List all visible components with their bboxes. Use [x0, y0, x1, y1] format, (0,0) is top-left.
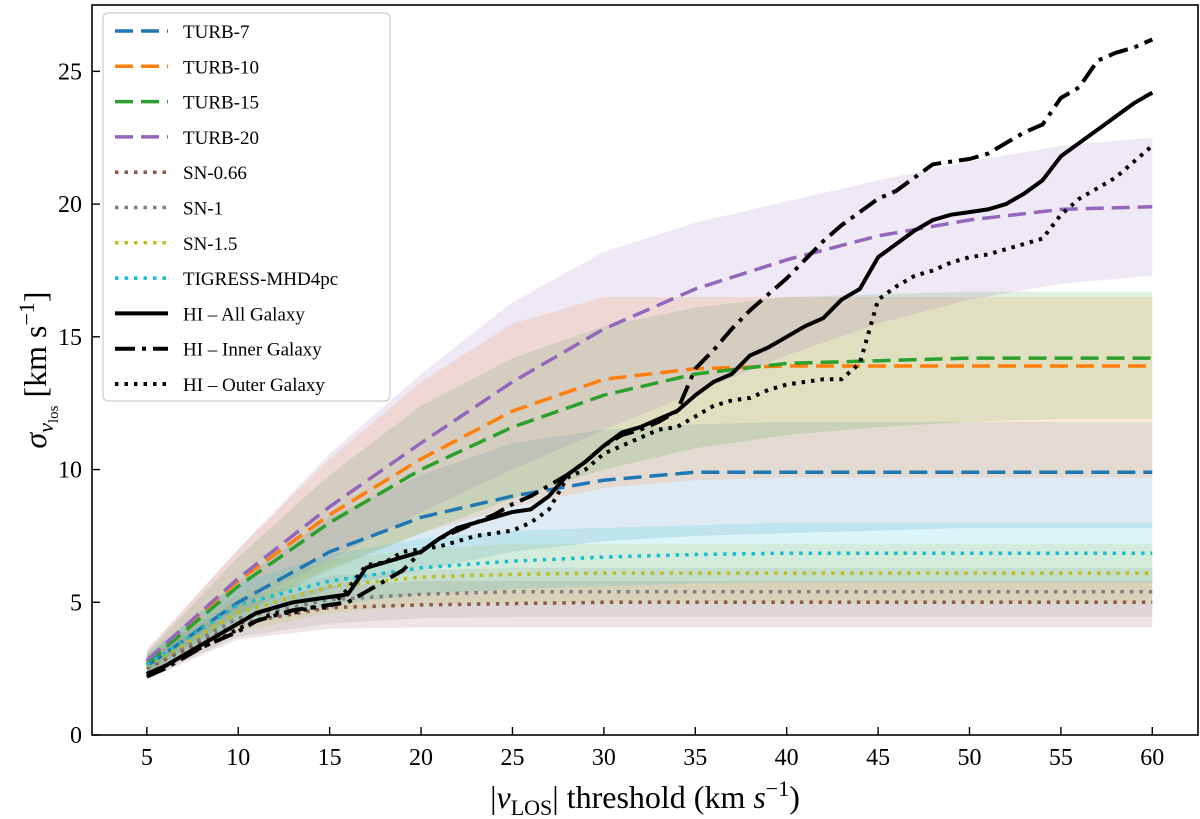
x-tick-label: 5 [141, 745, 153, 771]
legend-label-turb-15: TURB-15 [183, 93, 259, 114]
y-tick-label: 20 [58, 192, 82, 218]
series-line-hi-outer-galaxy [146, 144, 1154, 676]
y-axis-label: σvlos [km s−1] [14, 291, 62, 448]
legend-label-sn-1-5: SN-1.5 [183, 234, 237, 255]
series-line-turb-15 [145, 356, 1153, 665]
x-tick-label: 15 [318, 745, 342, 771]
band-sn-0-66 [146, 581, 1153, 680]
legend-label-tigress-mhd4pc: TIGRESS-MHD4pc [183, 269, 338, 290]
x-tick-label: 55 [1049, 745, 1073, 771]
series-line-hi-all-galaxy [146, 90, 1154, 676]
y-tick-label: 15 [58, 325, 82, 351]
x-tick-label: 60 [1140, 745, 1164, 771]
band-turb-15 [146, 291, 1153, 674]
legend-label-hi-all-galaxy: HI – All Galaxy [183, 304, 305, 325]
legend-label-sn-0-66: SN-0.66 [183, 163, 247, 184]
x-axis-label: |vLOS| threshold (km s−1) [490, 776, 800, 819]
series-line-turb-20 [145, 204, 1153, 663]
confidence-bands [146, 137, 1153, 680]
legend-label-hi-outer-galaxy: HI – Outer Galaxy [183, 375, 325, 396]
band-turb-7 [146, 421, 1153, 677]
x-tick-label: 30 [592, 745, 616, 771]
series-line-turb-7 [145, 470, 1153, 668]
band-tigress-mhd4pc [146, 522, 1153, 676]
plot-frame [91, 4, 1199, 736]
band-sn-1 [146, 567, 1153, 678]
series-line-sn-1-5 [145, 571, 1153, 668]
legend-label-turb-7: TURB-7 [183, 22, 250, 43]
legend-label-sn-1: SN-1 [183, 199, 223, 220]
x-tick-label: 35 [683, 745, 707, 771]
band-turb-10 [146, 297, 1153, 672]
x-tick-label: 20 [409, 745, 433, 771]
y-tick-label: 0 [70, 723, 82, 749]
legend-label-turb-10: TURB-10 [183, 57, 259, 78]
y-tick-label: 25 [58, 59, 82, 85]
series-line-sn-0-66 [146, 600, 1153, 671]
series-lines [145, 37, 1154, 679]
series-line-tigress-mhd4pc [145, 551, 1153, 667]
y-tick-label: 5 [70, 590, 82, 616]
legend-box [102, 12, 391, 402]
band-turb-20 [146, 137, 1153, 672]
legend: TURB-7 TURB-10 TURB-15 TURB-20 SN-0.66 SN-1 SN… [102, 12, 391, 402]
x-tick-label: 50 [957, 745, 981, 771]
x-tick-label: 45 [866, 745, 890, 771]
y-tick-label: 10 [58, 458, 82, 484]
band-sn-1-5 [146, 543, 1153, 677]
series-line-turb-10 [145, 364, 1153, 663]
axis-ticks: 5 10 15 20 25 30 35 40 45 50 55 60 0 5 10 15 20 25 [58, 59, 1164, 771]
x-tick-label: 40 [775, 745, 799, 771]
legend-label-hi-inner-galaxy: HI – Inner Galaxy [183, 340, 322, 361]
legend-label-turb-20: TURB-20 [183, 128, 259, 149]
series-line-sn-1 [145, 589, 1153, 669]
x-tick-label: 25 [500, 745, 524, 771]
x-tick-label: 10 [226, 745, 250, 771]
